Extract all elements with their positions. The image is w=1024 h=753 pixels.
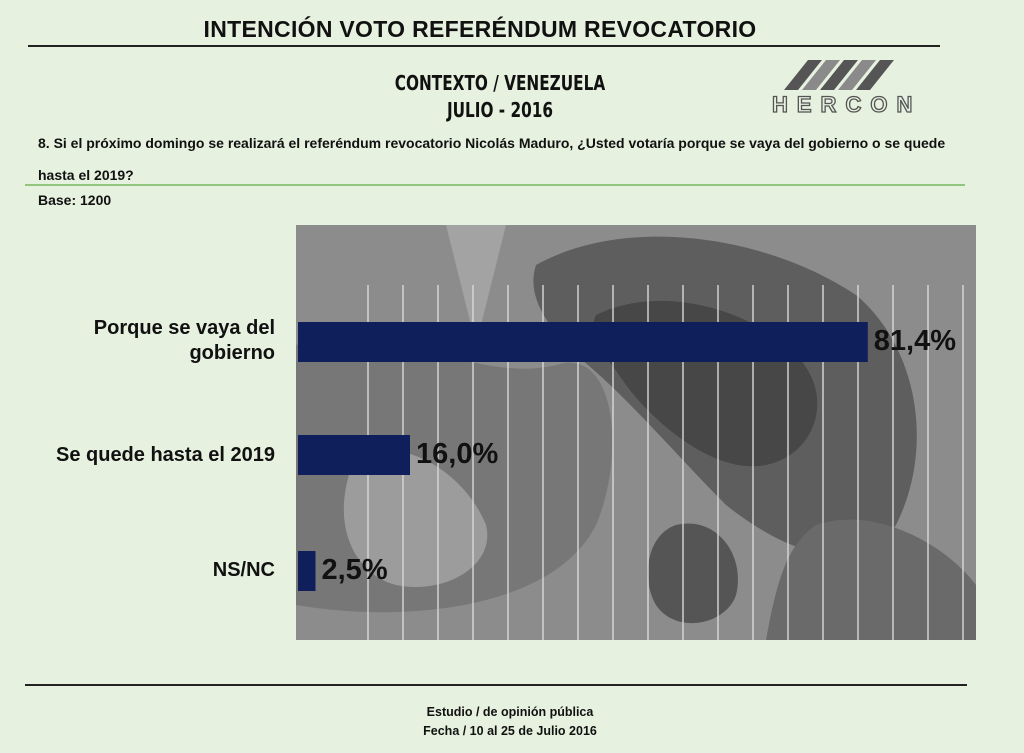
page-title: INTENCIÓN VOTO REFERÉNDUM REVOCATORIO [203,16,757,42]
value-label: 16,0% [416,438,499,470]
footer: Estudio / de opinión pública Fecha / 10 … [300,703,720,741]
survey-question: 8. Si el próximo domingo se realizará el… [38,135,946,183]
logo-stripes-icon [784,60,894,90]
hercon-logo: HERCON [771,60,921,118]
category-label: NS/NC [212,558,275,581]
bar [298,322,868,362]
footer-divider [25,684,967,686]
plot-area [296,225,976,640]
bar [298,435,410,475]
sample-base: Base: 1200 [38,192,112,208]
category-label: Porque se vaya del gobierno [93,317,275,364]
context-line-1: CONTEXTO / VENEZUELA [394,71,606,95]
logo-wordmark: HERCON [772,92,921,117]
bars-layer [298,322,868,591]
value-label: 2,5% [321,554,388,586]
footer-date: Fecha / 10 al 25 de Julio 2016 [423,724,597,738]
bar [298,551,316,591]
context-heading: CONTEXTO / VENEZUELA JULIO - 2016 [330,70,670,124]
context-line-2: JULIO - 2016 [446,98,554,122]
footer-study: Estudio / de opinión pública [426,705,594,719]
category-label: Se quede hasta el 2019 [55,443,275,466]
value-label: 81,4% [873,325,957,357]
question-divider [25,184,965,186]
title-divider [28,45,940,47]
